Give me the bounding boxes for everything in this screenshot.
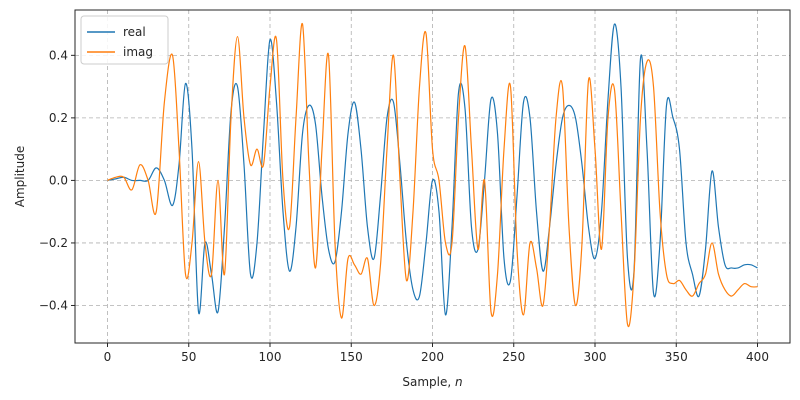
y-tick-label: 0.4 xyxy=(49,48,68,62)
x-axis-label: Sample, n xyxy=(402,375,462,389)
x-tick-label: 350 xyxy=(665,350,688,364)
x-tick-label: 300 xyxy=(584,350,607,364)
legend-label-real: real xyxy=(123,25,146,39)
series-line-imag xyxy=(107,23,758,328)
x-axis-label-italic: n xyxy=(455,375,463,389)
y-tick-label: 0.0 xyxy=(49,173,68,187)
tick-layer: 0 50 100 150 200 250 300 350 400 −0.4 −0.2 0.0 0.2 0.… xyxy=(39,48,769,364)
x-tick-label: 250 xyxy=(502,350,525,364)
x-axis-label-text: Sample, xyxy=(402,375,455,389)
x-tick-label: 100 xyxy=(259,350,282,364)
y-axis-label: Amplitude xyxy=(13,146,27,208)
x-tick-label: 200 xyxy=(421,350,444,364)
x-tick-label: 0 xyxy=(104,350,112,364)
series-layer xyxy=(107,23,758,328)
legend-label-imag: imag xyxy=(123,45,153,59)
y-tick-label: −0.4 xyxy=(39,298,68,312)
y-tick-label: 0.2 xyxy=(49,111,68,125)
x-tick-label: 50 xyxy=(181,350,196,364)
x-tick-label: 400 xyxy=(746,350,769,364)
x-tick-label: 150 xyxy=(340,350,363,364)
y-tick-label: −0.2 xyxy=(39,236,68,250)
series-line-real xyxy=(107,23,758,316)
legend: real imag xyxy=(80,15,169,65)
